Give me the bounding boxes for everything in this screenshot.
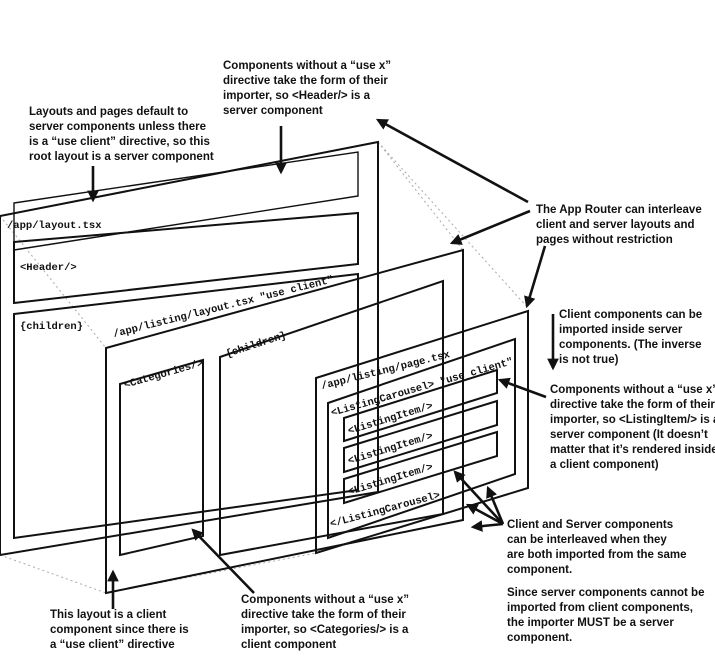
annotation-client-layout-line: component since there is bbox=[50, 624, 189, 636]
annotation-listing-item-line: importer, so <ListingItem/> is a bbox=[550, 414, 715, 426]
arrow-mixed-4 bbox=[470, 520, 504, 532]
annotation-interleave-line: The App Router can interleave bbox=[536, 204, 702, 216]
annotation-header: Components without a “use x” directive t… bbox=[223, 60, 391, 117]
categories-label: <Categories/> bbox=[123, 358, 205, 392]
annotation-importer-line: Since server components cannot be bbox=[507, 587, 704, 599]
annotation-mixed-line: Client and Server components bbox=[507, 519, 673, 531]
listing-item-box-1 bbox=[343, 368, 498, 443]
root-layout-title: /app/layout.tsx bbox=[7, 220, 102, 232]
arrow-mixed-3 bbox=[465, 503, 504, 526]
root-children-box bbox=[13, 272, 359, 540]
annotation-import: Client components can be imported inside… bbox=[559, 309, 702, 366]
arrow-interleave-to-root bbox=[375, 118, 529, 204]
annotation-root-line: server components unless there bbox=[29, 121, 206, 133]
arrow-interleave-to-listing-layout bbox=[449, 209, 531, 245]
annotation-listing-item-line: a client component) bbox=[550, 459, 659, 471]
annotation-header-line: importer, so <Header/> is a bbox=[223, 90, 371, 102]
annotation-importer-line: component. bbox=[507, 632, 572, 644]
root-children-label: {children} bbox=[20, 321, 83, 333]
annotation-mixed: Client and Server components can be inte… bbox=[507, 519, 687, 576]
annotation-listing-item: Components without a “use x” directive t… bbox=[550, 384, 715, 471]
annotation-client-layout-line: This layout is a client bbox=[50, 609, 166, 621]
annotation-client-layout: This layout is a client component since … bbox=[50, 609, 189, 651]
annotation-listing-item-line: server component (It doesn’t bbox=[550, 429, 708, 441]
annotation-importer-line: imported from client components, bbox=[507, 602, 693, 614]
annotation-import-line: imported inside server bbox=[559, 324, 683, 336]
header-label: <Header/> bbox=[20, 262, 77, 274]
annotation-categories-line: importer, so <Categories/> is a bbox=[241, 624, 409, 636]
annotation-import-line: components. (The inverse bbox=[559, 339, 702, 351]
annotation-import-line: is not true) bbox=[559, 354, 619, 366]
listing-page-plane bbox=[315, 309, 529, 555]
listing-children-label: {children} bbox=[225, 330, 289, 361]
annotation-header-line: server component bbox=[223, 105, 323, 117]
annotation-import-line: Client components can be bbox=[559, 309, 702, 321]
annotation-root-line: root layout is a server component bbox=[29, 151, 214, 163]
annotation-listing-item-line: Components without a “use x” bbox=[550, 384, 715, 396]
annotation-header-line: directive take the form of their bbox=[223, 75, 388, 87]
annotation-header-line: Components without a “use x” bbox=[223, 60, 391, 72]
arrows bbox=[87, 118, 559, 609]
annotation-listing-item-line: directive take the form of their bbox=[550, 399, 715, 411]
arrow-listing-item-note bbox=[497, 377, 547, 399]
annotation-interleave-line: client and server layouts and bbox=[536, 219, 695, 231]
root-layout-panel: /app/layout.tsx <Header/> {children} bbox=[0, 140, 379, 557]
annotation-client-layout-line: a “use client” directive bbox=[50, 639, 175, 651]
annotation-root: Layouts and pages default to server comp… bbox=[29, 106, 214, 163]
annotation-categories: Components without a “use x” directive t… bbox=[241, 594, 409, 651]
annotation-listing-item-line: matter that it’s rendered inside bbox=[550, 444, 715, 456]
header-box bbox=[13, 211, 359, 305]
annotation-root-line: Layouts and pages default to bbox=[29, 106, 188, 118]
arrow-interleave-to-listing-page bbox=[524, 245, 547, 309]
annotation-categories-line: directive take the form of their bbox=[241, 609, 406, 621]
listing-item-box-3 bbox=[343, 430, 498, 505]
arrow-mixed-2 bbox=[486, 485, 505, 525]
annotation-mixed-line: are both imported from the same bbox=[507, 549, 687, 561]
annotation-interleave-line: pages without restriction bbox=[536, 234, 673, 246]
annotation-categories-line: client component bbox=[241, 639, 336, 651]
annotation-categories-line: Components without a “use x” bbox=[241, 594, 409, 606]
annotation-root-line: is a “use client” directive, so this bbox=[29, 136, 210, 148]
listing-layout-plane bbox=[105, 248, 464, 595]
listing-item-box-2 bbox=[343, 399, 498, 474]
annotation-importer-line: the importer MUST be a server bbox=[507, 617, 674, 629]
arrow-categories-note bbox=[191, 528, 255, 594]
listing-carousel-box bbox=[327, 337, 516, 540]
arrow-mixed-1 bbox=[453, 470, 504, 525]
annotation-interleave: The App Router can interleave client and… bbox=[536, 204, 702, 246]
listing-layout-title: /app/listing/layout.tsx "use client" bbox=[112, 274, 335, 341]
root-inner-top-box bbox=[13, 151, 359, 251]
annotation-importer: Since server components cannot be import… bbox=[507, 587, 704, 644]
root-layout-plane bbox=[0, 140, 379, 557]
perspective-guides bbox=[0, 141, 529, 594]
annotation-mixed-line: component. bbox=[507, 564, 572, 576]
annotation-mixed-line: can be interleaved when they bbox=[507, 534, 667, 546]
